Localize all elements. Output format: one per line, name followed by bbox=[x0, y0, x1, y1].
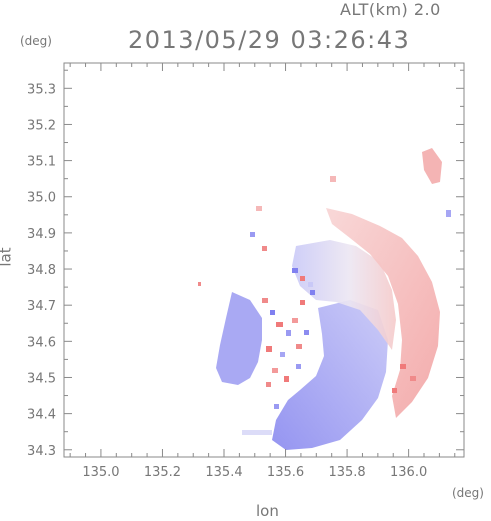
y-tick-label: 35.2 bbox=[27, 118, 56, 133]
y-tick-label: 34.9 bbox=[27, 227, 56, 242]
y-tick-label: 34.5 bbox=[27, 371, 56, 386]
echo-east-positive bbox=[326, 208, 440, 418]
timestamp-title: 2013/05/29 03:26:43 bbox=[128, 26, 411, 54]
plot-frame bbox=[63, 62, 465, 458]
y-tick-label: 34.6 bbox=[27, 335, 56, 350]
radar-echo-field bbox=[198, 148, 451, 450]
y-tick-label: 34.8 bbox=[27, 263, 56, 278]
x-tick-label: 135.4 bbox=[205, 465, 242, 480]
y-axis-unit: (deg) bbox=[20, 34, 52, 48]
echo-speckles bbox=[198, 176, 451, 435]
x-axis-title: lon bbox=[256, 502, 279, 520]
y-tick-label: 35.0 bbox=[27, 191, 56, 206]
y-tick-label: 34.4 bbox=[27, 408, 56, 423]
y-tick-label: 35.3 bbox=[27, 82, 56, 97]
x-tick-label: 136.0 bbox=[390, 465, 427, 480]
echo-north-positive bbox=[422, 148, 442, 184]
y-tick-label: 34.3 bbox=[27, 444, 56, 459]
y-axis-ticks: 34.3 34.4 34.5 34.6 34.7 34.8 34.9 35.0 35.1 35.2… bbox=[27, 69, 464, 459]
echo-west-negative bbox=[216, 292, 262, 385]
x-tick-label: 135.2 bbox=[144, 465, 181, 480]
echo-central-mixed bbox=[292, 240, 396, 350]
x-tick-label: 135.6 bbox=[267, 465, 304, 480]
x-axis-unit: (deg) bbox=[452, 486, 484, 500]
x-axis-ticks: 135.0 135.2 135.4 135.6 135.8 136.0 bbox=[69, 63, 456, 480]
altitude-label: ALT(km) 2.0 bbox=[340, 0, 441, 19]
x-tick-label: 135.8 bbox=[328, 465, 365, 480]
echo-south-negative bbox=[272, 300, 388, 450]
y-tick-label: 35.1 bbox=[27, 155, 56, 170]
y-tick-label: 34.7 bbox=[27, 299, 56, 314]
x-tick-label: 135.0 bbox=[82, 465, 119, 480]
